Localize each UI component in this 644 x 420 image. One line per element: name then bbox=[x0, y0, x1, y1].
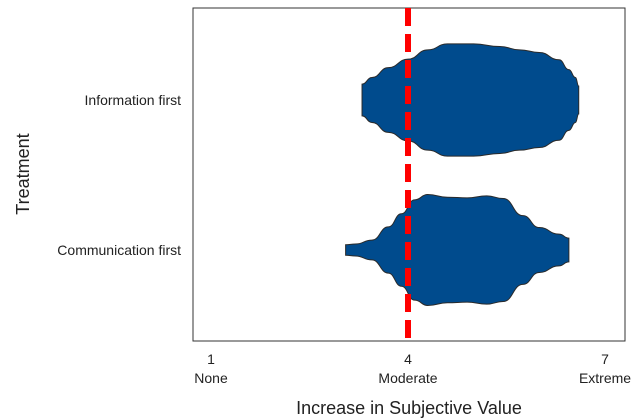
x-tick-word: Moderate bbox=[378, 370, 437, 386]
y-axis-categories: Information first Communication first bbox=[57, 92, 181, 258]
x-tick-number: 4 bbox=[404, 351, 412, 367]
x-tick-word: None bbox=[194, 370, 228, 386]
x-axis-title: Increase in Subjective Value bbox=[296, 398, 522, 418]
y-axis-title: Treatment bbox=[13, 133, 33, 214]
y-category-label: Information first bbox=[85, 92, 182, 108]
violins-layer bbox=[345, 43, 580, 306]
violin-information-first bbox=[361, 43, 580, 157]
y-category-label: Communication first bbox=[57, 242, 181, 258]
x-tick-number: 1 bbox=[207, 351, 215, 367]
x-tick-word: Extreme bbox=[579, 370, 631, 386]
x-axis-ticks: 1 None 4 Moderate 7 Extreme bbox=[194, 351, 631, 386]
x-tick-number: 7 bbox=[601, 351, 609, 367]
